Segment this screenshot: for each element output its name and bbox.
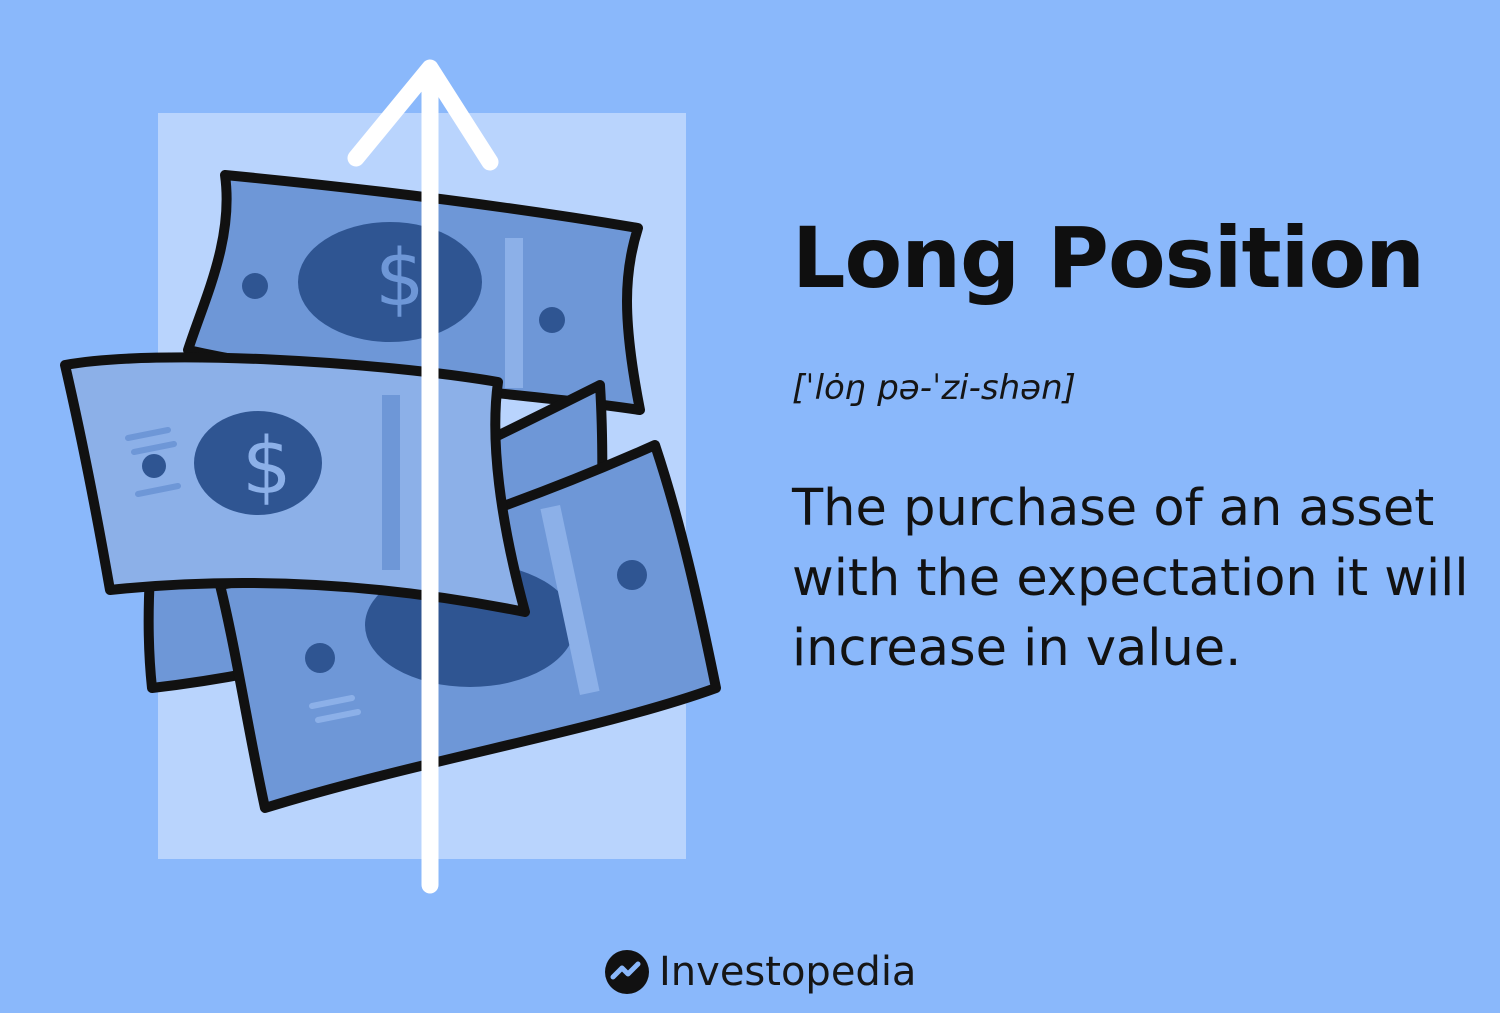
- dollar-bill-icon: $: [60, 352, 530, 617]
- pronunciation: [ˈlȯŋ pə-ˈzi-shən]: [792, 368, 1076, 408]
- up-arrow-icon: [347, 59, 499, 894]
- svg-text:$: $: [375, 234, 425, 324]
- investopedia-logo: Investopedia: [603, 942, 916, 1002]
- dollar-bill-icon: $: [183, 170, 645, 415]
- term-title: Long Position: [792, 209, 1425, 307]
- money-illustration: $ $: [60, 59, 721, 894]
- brand-name: Investopedia: [659, 949, 917, 995]
- definition-text: The purchase of an asset with the expect…: [792, 479, 1469, 678]
- investopedia-logo-icon: [605, 950, 649, 994]
- svg-text:$: $: [242, 422, 292, 512]
